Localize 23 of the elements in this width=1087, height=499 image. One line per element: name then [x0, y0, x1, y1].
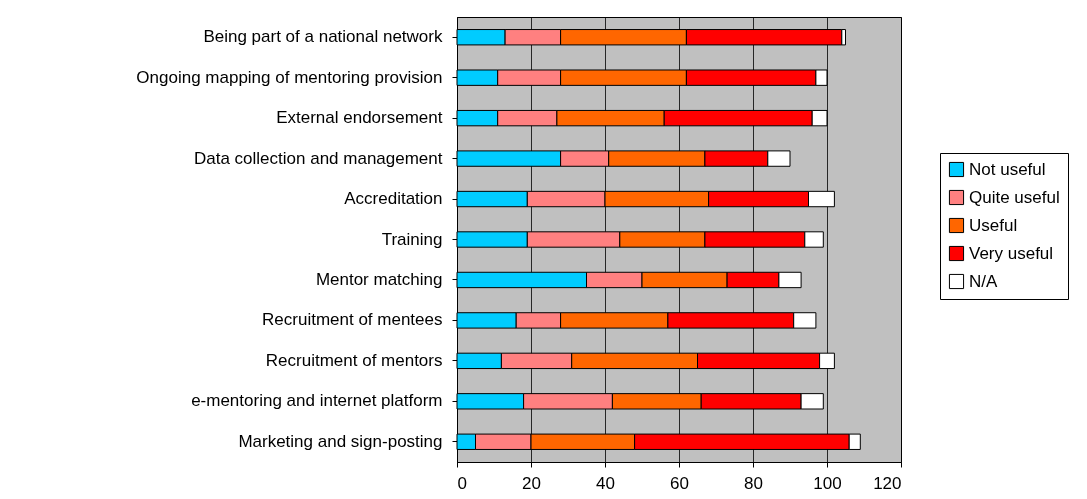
legend-label: Very useful	[969, 243, 1054, 263]
x-tick-label: 20	[522, 473, 541, 493]
y-tick-label: Data collection and management	[193, 148, 443, 168]
x-tick-label: 0	[457, 473, 467, 493]
y-tick-label: Accreditation	[344, 189, 443, 209]
y-tick-label: Marketing and sign-posting	[238, 431, 443, 451]
x-tick-label: 120	[873, 473, 902, 493]
y-tick-label: Recruitment of mentors	[265, 350, 443, 370]
legend-label: Useful	[969, 215, 1018, 235]
x-tick-label: 100	[813, 473, 842, 493]
y-tick-label: Training	[381, 229, 443, 249]
y-tick-label: Mentor matching	[315, 269, 443, 289]
legend-label: Not useful	[969, 159, 1046, 179]
y-tick-label: Recruitment of mentees	[262, 310, 443, 330]
y-tick-label: External endorsement	[276, 108, 443, 128]
x-tick-label: 40	[596, 473, 615, 493]
x-tick-label: 80	[744, 473, 763, 493]
legend-label: Quite useful	[969, 187, 1060, 207]
legend-label: N/A	[969, 271, 998, 291]
y-tick-label: Being part of a national network	[203, 27, 443, 47]
y-tick-label: e-mentoring and internet platform	[191, 391, 443, 411]
y-tick-label: Ongoing mapping of mentoring provision	[136, 67, 443, 87]
x-tick-label: 60	[670, 473, 689, 493]
